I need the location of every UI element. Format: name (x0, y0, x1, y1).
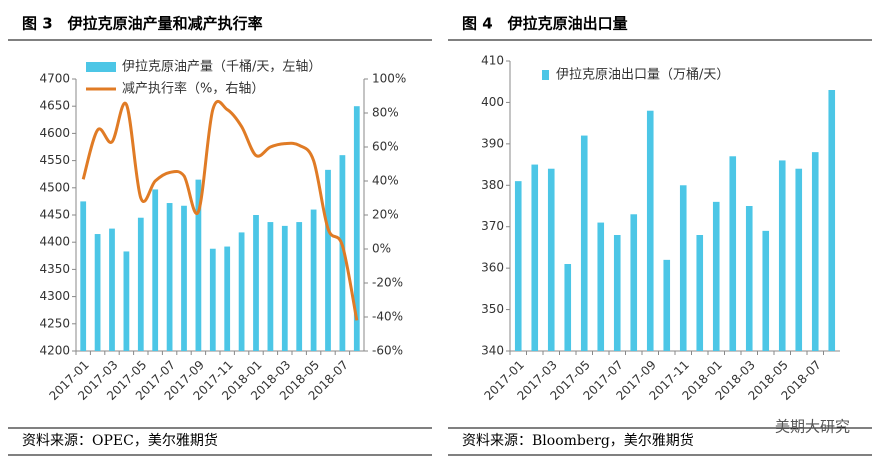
bar (597, 222, 605, 351)
bar (281, 225, 288, 351)
legend-swatch (86, 62, 116, 72)
y-tick-label: 4500 (39, 180, 70, 194)
legend-swatch (542, 70, 549, 80)
bar (181, 205, 187, 351)
bar (209, 248, 216, 351)
bar (828, 90, 836, 351)
bar (712, 201, 720, 351)
bar (547, 168, 555, 351)
legend-label: 伊拉克原油出口量（万桶/天） (556, 68, 729, 83)
y2-tick-label: 20% (372, 208, 399, 222)
bar (267, 222, 274, 351)
y-tick-label: 360 (481, 261, 504, 275)
bar (195, 179, 202, 351)
legend-label: 伊拉克原油产量（千桶/天，左轴） (122, 60, 321, 75)
line (81, 99, 359, 321)
y2-tick-label: 40% (372, 174, 399, 188)
bar (663, 259, 671, 351)
y2-tick-label: 100% (372, 72, 406, 86)
y-tick-label: 4650 (39, 99, 70, 113)
bar (339, 155, 346, 351)
y-tick-label: 4350 (39, 262, 70, 276)
bar (80, 201, 87, 351)
bar (580, 135, 588, 351)
y2-tick-label: -20% (372, 276, 403, 290)
y-tick-label: 4300 (39, 289, 70, 303)
bar (811, 152, 819, 351)
source: 资料来源：Bloomberg，美尔雅期货 (462, 432, 694, 449)
watermark: 美期大研究 (775, 418, 850, 436)
legend-label: 减产执行率（%，右轴） (122, 81, 264, 97)
y-tick-label: 4550 (39, 153, 70, 167)
y2-tick-label: -60% (372, 344, 403, 358)
bar (696, 235, 704, 351)
bar (310, 209, 317, 351)
bar (795, 168, 803, 351)
bar (630, 214, 638, 351)
bar (679, 185, 687, 351)
bar (166, 203, 173, 351)
y-tick-label: 410 (481, 54, 504, 68)
bar (224, 246, 231, 351)
bar (137, 217, 144, 351)
y2-tick-label: 0% (372, 242, 391, 256)
bar (253, 215, 259, 351)
bar (152, 189, 159, 351)
y-tick-label: 4450 (39, 208, 70, 222)
y-tick-label: 380 (481, 178, 504, 192)
y-tick-label: 400 (481, 95, 504, 109)
bar (353, 106, 360, 351)
chart-title: 图 4 伊拉克原油出口量 (462, 15, 628, 33)
y-tick-label: 340 (481, 344, 504, 358)
chart-title: 图 3 伊拉克原油产量和减产执行率 (22, 15, 263, 33)
bar (109, 228, 115, 351)
bar (123, 251, 130, 351)
bar (745, 206, 753, 351)
bar (325, 169, 331, 351)
bar (238, 232, 245, 351)
bar (94, 234, 101, 351)
bar (564, 264, 572, 351)
y-tick-label: 4200 (39, 344, 70, 358)
y-tick-label: 390 (481, 136, 504, 150)
bar (531, 164, 539, 351)
y-tick-label: 4700 (39, 72, 70, 86)
bar (778, 160, 786, 351)
bar (762, 230, 770, 351)
y2-tick-label: -40% (372, 310, 403, 324)
bar (729, 156, 737, 351)
y-tick-label: 370 (481, 219, 504, 233)
bar (613, 235, 621, 351)
source: 资料来源：OPEC，美尔雅期货 (22, 432, 218, 449)
y-tick-label: 350 (481, 302, 504, 316)
bar (646, 110, 654, 351)
y-tick-label: 4250 (39, 316, 70, 330)
y2-tick-label: 80% (372, 106, 399, 120)
y-tick-label: 4400 (39, 235, 70, 249)
bar (296, 222, 303, 351)
y2-tick-label: 60% (372, 140, 399, 154)
bar (514, 181, 522, 351)
y-tick-label: 4600 (39, 126, 70, 140)
